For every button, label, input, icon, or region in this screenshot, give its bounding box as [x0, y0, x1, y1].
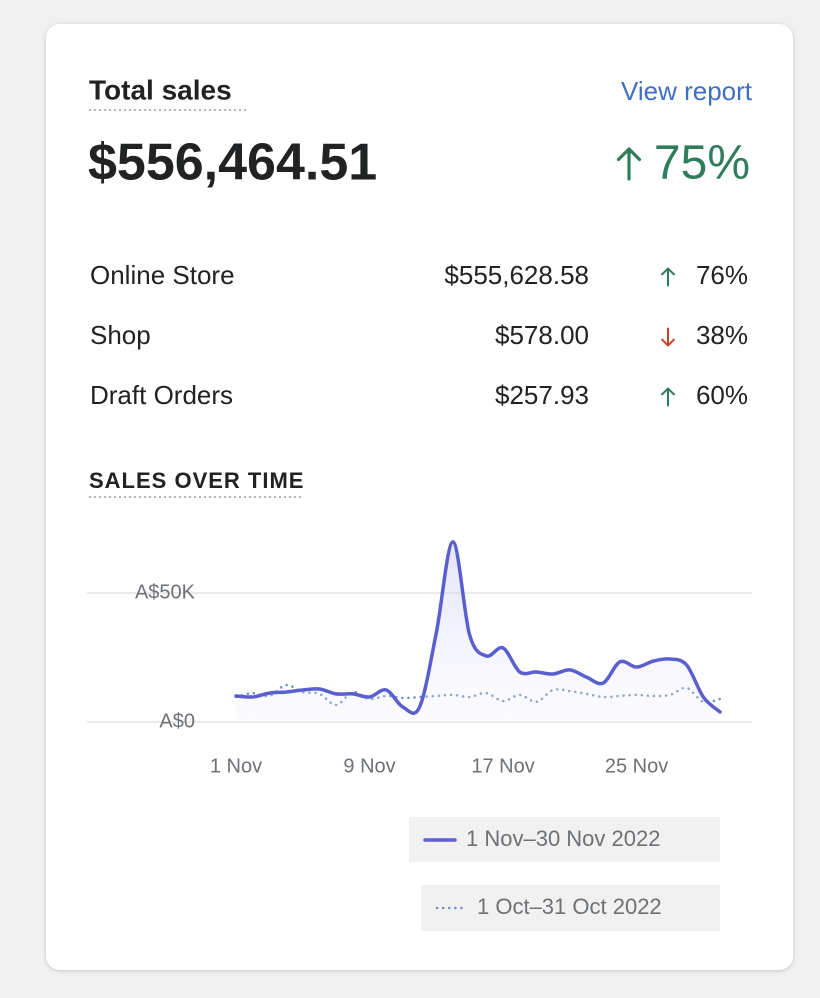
- legend-item[interactable]: [421, 885, 720, 931]
- x-tick-label: 1 Nov: [210, 755, 262, 777]
- channel-name: Shop: [90, 320, 151, 350]
- total-change: 75%: [654, 137, 750, 190]
- trend-arrow: [616, 147, 642, 181]
- channel-amount: $257.93: [495, 380, 589, 410]
- channel-change: 38%: [696, 320, 748, 350]
- channel-name: Online Store: [90, 260, 235, 290]
- view-report-link[interactable]: View report: [621, 76, 753, 106]
- channel-amount: $578.00: [495, 320, 589, 350]
- y-tick-label: A$0: [159, 710, 195, 732]
- x-tick-label: 17 Nov: [471, 755, 534, 777]
- total-amount: $556,464.51: [88, 134, 377, 192]
- x-tick-label: 25 Nov: [605, 755, 668, 777]
- channel-change: 76%: [696, 260, 748, 290]
- chart-title: SALES OVER TIME: [89, 468, 304, 493]
- legend-label: 1 Nov–30 Nov 2022: [466, 826, 660, 851]
- trend-arrow: [661, 327, 675, 347]
- card-title: Total sales: [89, 74, 232, 105]
- legend-label: 1 Oct–31 Oct 2022: [477, 894, 662, 919]
- area-fill: [236, 541, 720, 722]
- series-line: [234, 540, 722, 715]
- channel-change: 60%: [696, 380, 748, 410]
- trend-arrow: [661, 387, 675, 407]
- trend-arrow: [661, 267, 675, 287]
- x-tick-label: 9 Nov: [343, 755, 395, 777]
- y-tick-label: A$50K: [135, 581, 196, 603]
- channel-amount: $555,628.58: [444, 260, 589, 290]
- card: [46, 24, 793, 970]
- legend-item[interactable]: [409, 817, 720, 862]
- channel-name: Draft Orders: [90, 380, 233, 410]
